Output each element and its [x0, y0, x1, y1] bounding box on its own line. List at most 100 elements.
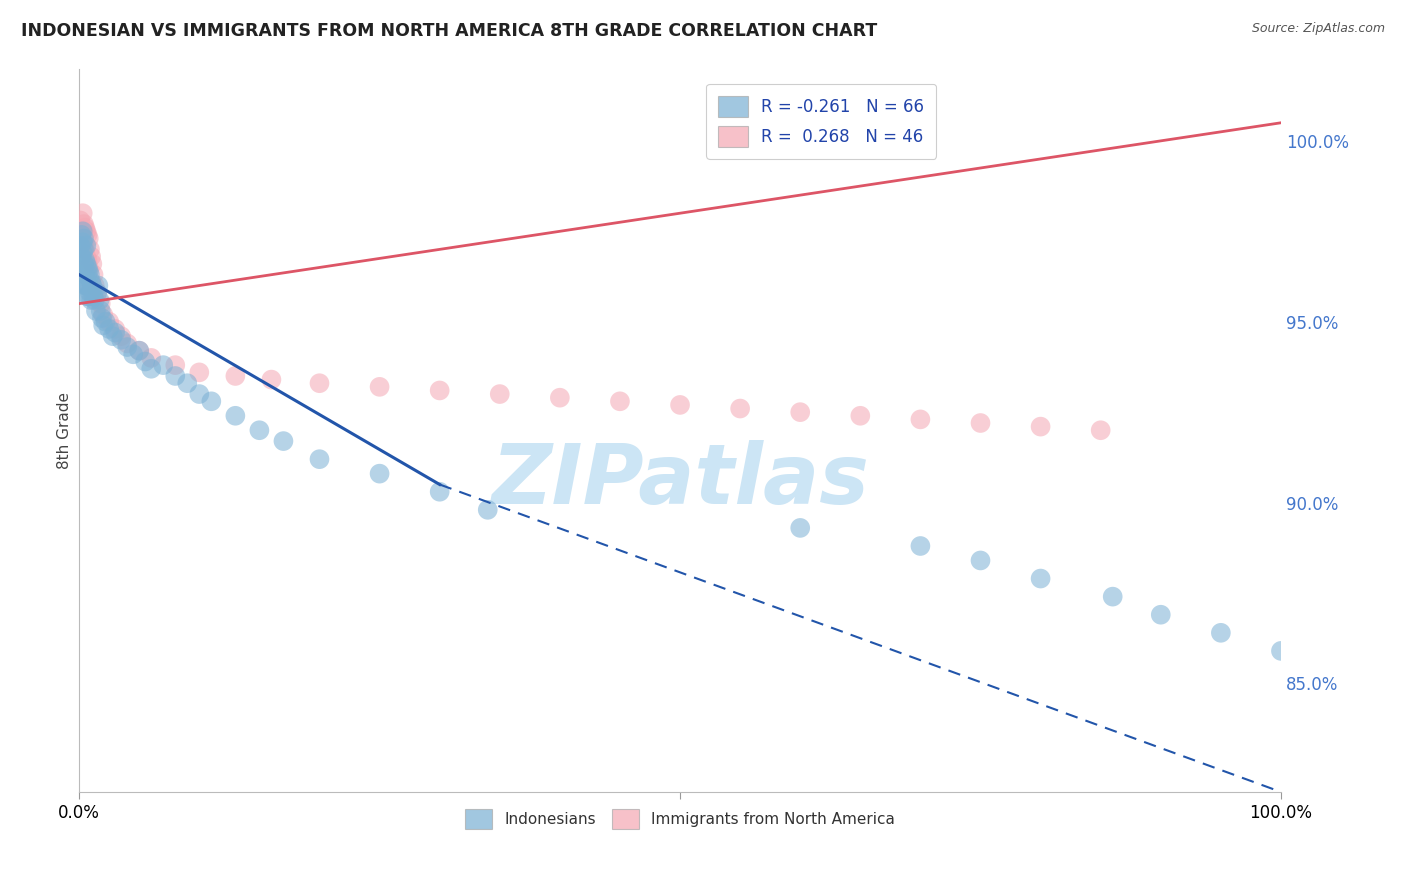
- Point: [548, 391, 571, 405]
- Point: [165, 369, 187, 384]
- Point: [87, 278, 110, 293]
- Point: [86, 285, 108, 300]
- Point: [1209, 625, 1232, 640]
- Point: [70, 227, 93, 242]
- Point: [728, 401, 751, 416]
- Point: [122, 347, 145, 361]
- Point: [128, 343, 150, 358]
- Point: [110, 333, 132, 347]
- Point: [128, 343, 150, 358]
- Point: [76, 253, 98, 268]
- Point: [76, 278, 98, 293]
- Point: [200, 394, 222, 409]
- Text: INDONESIAN VS IMMIGRANTS FROM NORTH AMERICA 8TH GRADE CORRELATION CHART: INDONESIAN VS IMMIGRANTS FROM NORTH AMER…: [21, 22, 877, 40]
- Point: [83, 293, 105, 307]
- Point: [77, 278, 100, 293]
- Point: [75, 268, 97, 282]
- Point: [429, 484, 451, 499]
- Point: [141, 361, 163, 376]
- Point: [77, 231, 100, 245]
- Point: [75, 253, 97, 268]
- Point: [72, 206, 94, 220]
- Point: [76, 268, 98, 282]
- Point: [368, 467, 391, 481]
- Point: [134, 354, 156, 368]
- Point: [75, 224, 97, 238]
- Point: [76, 289, 98, 303]
- Point: [152, 358, 174, 372]
- Point: [76, 227, 98, 242]
- Point: [429, 384, 451, 398]
- Point: [224, 409, 246, 423]
- Text: ZIPatlas: ZIPatlas: [491, 441, 869, 522]
- Point: [77, 260, 100, 275]
- Point: [80, 250, 103, 264]
- Point: [969, 416, 991, 430]
- Point: [368, 380, 391, 394]
- Point: [91, 308, 114, 322]
- Point: [79, 285, 101, 300]
- Point: [273, 434, 295, 448]
- Point: [308, 376, 330, 391]
- Point: [488, 387, 510, 401]
- Point: [75, 243, 97, 257]
- Point: [75, 239, 97, 253]
- Point: [80, 293, 103, 307]
- Point: [1101, 590, 1123, 604]
- Point: [94, 315, 117, 329]
- Point: [75, 278, 97, 293]
- Point: [1150, 607, 1173, 622]
- Point: [188, 365, 211, 379]
- Y-axis label: 8th Grade: 8th Grade: [58, 392, 72, 468]
- Point: [73, 235, 96, 249]
- Point: [79, 243, 101, 257]
- Point: [110, 329, 132, 343]
- Point: [84, 304, 107, 318]
- Point: [79, 268, 101, 282]
- Point: [73, 231, 96, 245]
- Point: [72, 224, 94, 238]
- Point: [609, 394, 631, 409]
- Point: [98, 315, 121, 329]
- Point: [83, 289, 105, 303]
- Point: [73, 243, 96, 257]
- Point: [75, 257, 97, 271]
- Point: [82, 257, 104, 271]
- Point: [1029, 419, 1052, 434]
- Point: [89, 293, 111, 307]
- Point: [72, 224, 94, 238]
- Point: [90, 296, 112, 310]
- Point: [260, 373, 283, 387]
- Point: [247, 423, 270, 437]
- Point: [789, 405, 811, 419]
- Point: [98, 322, 121, 336]
- Legend: Indonesians, Immigrants from North America: Indonesians, Immigrants from North Ameri…: [458, 803, 901, 835]
- Point: [76, 260, 98, 275]
- Point: [77, 289, 100, 303]
- Point: [83, 278, 105, 293]
- Point: [73, 257, 96, 271]
- Point: [90, 304, 112, 318]
- Point: [165, 358, 187, 372]
- Point: [82, 278, 104, 293]
- Point: [104, 326, 127, 340]
- Text: Source: ZipAtlas.com: Source: ZipAtlas.com: [1251, 22, 1385, 36]
- Point: [224, 369, 246, 384]
- Point: [91, 311, 114, 326]
- Point: [308, 452, 330, 467]
- Point: [91, 318, 114, 333]
- Point: [115, 336, 138, 351]
- Point: [70, 224, 93, 238]
- Point: [115, 340, 138, 354]
- Point: [141, 351, 163, 365]
- Point: [72, 235, 94, 249]
- Point: [910, 412, 932, 426]
- Point: [789, 521, 811, 535]
- Point: [969, 553, 991, 567]
- Point: [1029, 572, 1052, 586]
- Point: [83, 268, 105, 282]
- Point: [101, 329, 124, 343]
- Point: [72, 246, 94, 260]
- Point: [188, 387, 211, 401]
- Point: [69, 239, 91, 253]
